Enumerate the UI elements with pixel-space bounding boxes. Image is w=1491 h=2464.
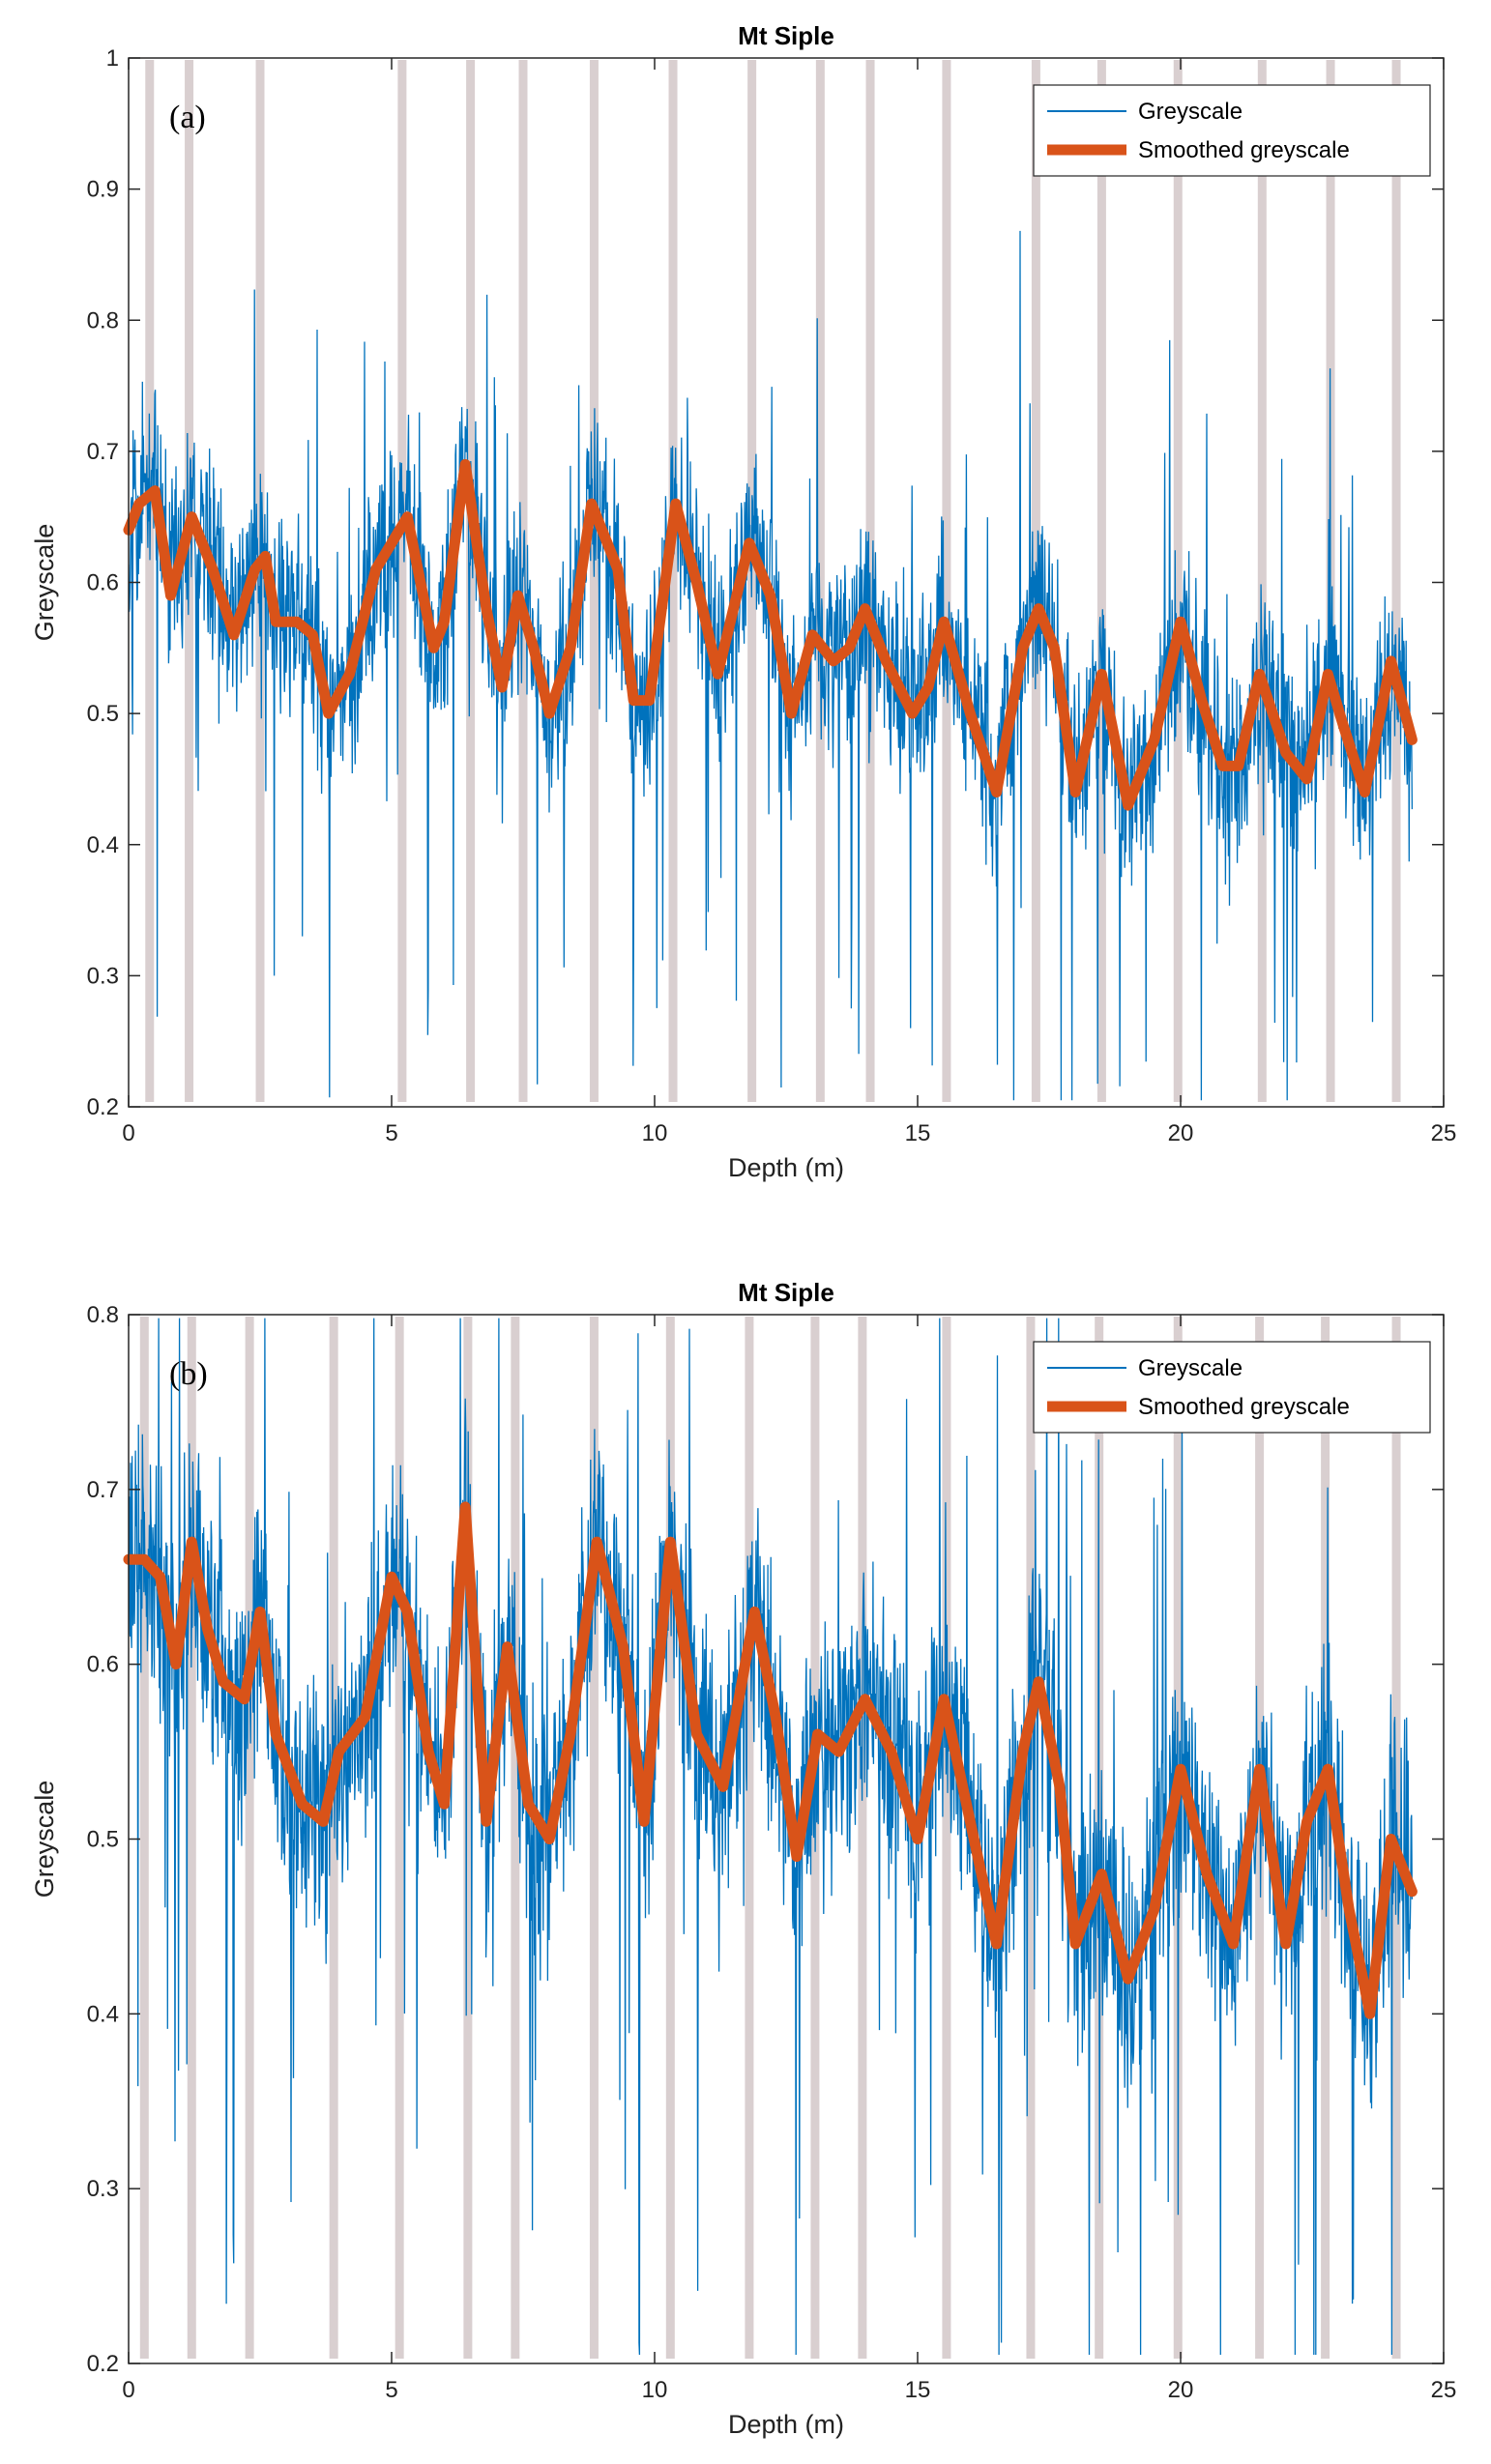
x-tick-label: 5 bbox=[385, 2377, 397, 2403]
x-tick-label: 20 bbox=[1168, 1120, 1194, 1146]
panel-label: (b) bbox=[169, 1356, 208, 1392]
chart-a-svg: 0 5 10 15 20 25 0.2 0.3 0.4 0.5 0.6 0.7 0.8 0.9 1 Mt Si… bbox=[30, 21, 1457, 1182]
legend: Greyscale Smoothed greyscale bbox=[1033, 84, 1431, 177]
x-tick-label: 0 bbox=[122, 2377, 134, 2403]
series-smoothed-greyscale-line bbox=[123, 458, 1418, 811]
legend-box bbox=[1033, 1341, 1431, 1434]
y-tick-label: 1 bbox=[106, 45, 119, 72]
chart-panel-b: 0 5 10 15 20 25 0.2 0.3 0.4 0.5 0.6 0.7 0.8 Mt Siple (… bbox=[0, 1257, 1491, 2464]
legend: Greyscale Smoothed greyscale bbox=[1033, 1341, 1431, 1434]
y-tick-label: 0.2 bbox=[87, 1094, 119, 1120]
chart-title: Mt Siple bbox=[738, 1278, 834, 1307]
y-tick-label: 0.2 bbox=[87, 2351, 119, 2377]
legend-box bbox=[1033, 84, 1431, 177]
x-tick-label: 10 bbox=[642, 1120, 668, 1146]
chart-title: Mt Siple bbox=[738, 21, 834, 50]
y-axis-label: Greyscale bbox=[30, 1781, 59, 1899]
x-tick-label: 5 bbox=[385, 1120, 397, 1146]
y-tick-label: 0.5 bbox=[87, 1827, 119, 1853]
chart-b-svg: 0 5 10 15 20 25 0.2 0.3 0.4 0.5 0.6 0.7 0.8 Mt Siple (… bbox=[30, 1278, 1457, 2439]
x-tick-label: 10 bbox=[642, 2377, 668, 2403]
y-tick-label: 0.3 bbox=[87, 963, 119, 989]
y-axis-label: Greyscale bbox=[30, 524, 59, 642]
legend-label: Greyscale bbox=[1138, 1355, 1242, 1381]
y-tick-label: 0.7 bbox=[87, 439, 119, 465]
legend-label: Smoothed greyscale bbox=[1138, 1394, 1350, 1420]
legend-label: Smoothed greyscale bbox=[1138, 137, 1350, 163]
series-smoothed-greyscale-line bbox=[123, 1501, 1418, 2019]
legend-label: Greyscale bbox=[1138, 99, 1242, 125]
x-axis-label: Depth (m) bbox=[728, 1153, 844, 1182]
y-tick-label: 0.3 bbox=[87, 2176, 119, 2202]
x-tick-label: 25 bbox=[1431, 1120, 1457, 1146]
x-tick-label: 20 bbox=[1168, 2377, 1194, 2403]
x-tick-label: 25 bbox=[1431, 2377, 1457, 2403]
y-tick-label: 0.8 bbox=[87, 307, 119, 333]
x-axis-label: Depth (m) bbox=[728, 2410, 844, 2439]
plot-area bbox=[129, 58, 1444, 1107]
y-tick-label: 0.6 bbox=[87, 1652, 119, 1678]
y-tick-label: 0.7 bbox=[87, 1477, 119, 1503]
panel-label: (a) bbox=[169, 100, 206, 135]
x-tick-label: 15 bbox=[905, 1120, 931, 1146]
chart-panel-a: 0 5 10 15 20 25 0.2 0.3 0.4 0.5 0.6 0.7 0.8 0.9 1 Mt Si… bbox=[0, 0, 1491, 1228]
y-tick-label: 0.9 bbox=[87, 177, 119, 203]
y-tick-label: 0.4 bbox=[87, 832, 119, 858]
y-tick-label: 0.6 bbox=[87, 570, 119, 596]
x-tick-label: 0 bbox=[122, 1120, 134, 1146]
y-tick-label: 0.5 bbox=[87, 701, 119, 727]
x-tick-label: 15 bbox=[905, 2377, 931, 2403]
y-tick-label: 0.8 bbox=[87, 1302, 119, 1328]
y-tick-label: 0.4 bbox=[87, 2001, 119, 2027]
